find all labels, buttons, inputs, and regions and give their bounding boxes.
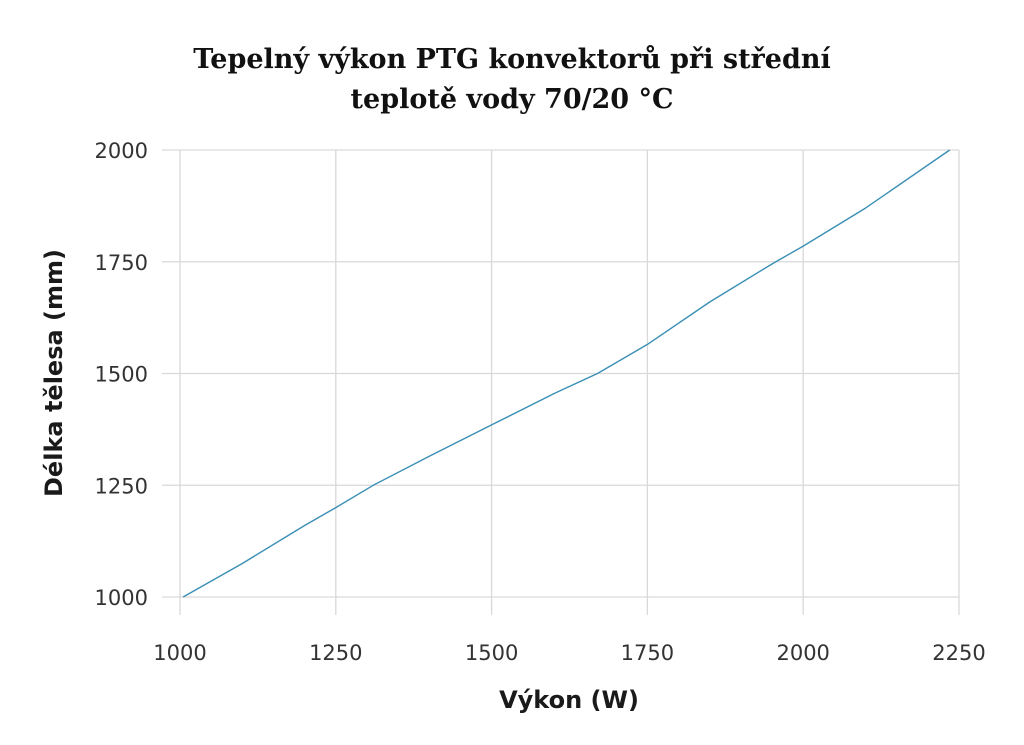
y-axis-label: Délka tělesa (mm) — [40, 249, 68, 497]
chart-title-line-2: teplotě vody 70/20 °C — [350, 84, 674, 115]
y-axis-ticks: 1000 1250 1500 1750 2000 — [95, 139, 148, 610]
x-tick-label: 1500 — [465, 641, 518, 665]
y-tick-label: 1000 — [95, 586, 148, 610]
x-axis-ticks: 1000 1250 1500 1750 2000 2250 — [153, 641, 985, 665]
series-lines — [182, 149, 951, 598]
x-tick-label: 1000 — [153, 641, 206, 665]
y-tick-label: 2000 — [95, 139, 148, 163]
series-line — [182, 149, 951, 598]
x-tick-label: 1250 — [309, 641, 362, 665]
chart-title: Tepelný výkon PTG konvektorů při střední… — [0, 40, 1024, 120]
y-tick-label: 1250 — [95, 474, 148, 498]
x-tick-label: 2250 — [932, 641, 985, 665]
grid — [162, 149, 960, 615]
chart-title-line-1: Tepelný výkon PTG konvektorů při střední — [193, 44, 831, 75]
x-axis-label: Výkon (W) — [499, 686, 639, 714]
x-tick-label: 1750 — [621, 641, 674, 665]
x-tick-label: 2000 — [776, 641, 829, 665]
y-tick-label: 1500 — [95, 363, 148, 387]
y-tick-label: 1750 — [95, 251, 148, 275]
